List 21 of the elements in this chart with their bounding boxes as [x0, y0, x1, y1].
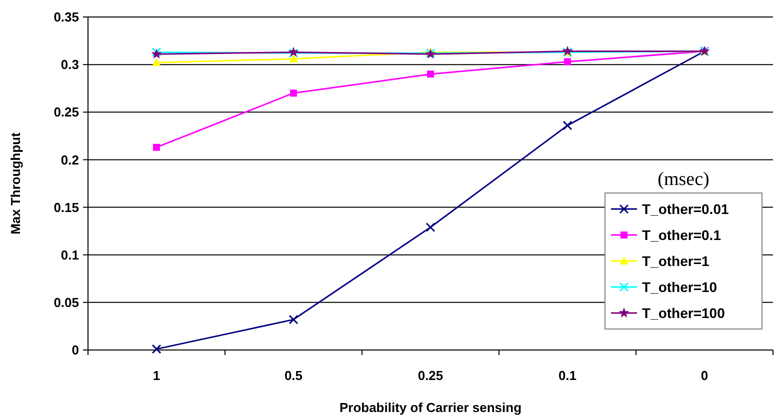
y-tick-label: 0.3 — [60, 57, 79, 72]
y-tick-label: 0.25 — [54, 104, 79, 120]
x-tick-label: 0.5 — [284, 368, 303, 383]
x-tick-label: 1 — [152, 368, 160, 383]
y-tick-label: 0 — [72, 342, 79, 358]
y-tick-label: 0.15 — [54, 200, 79, 215]
x-axis-title: Probability of Carrier sensing — [339, 400, 522, 415]
legend-label: T_other=10 — [642, 278, 718, 295]
legend-label: T_other=0.1 — [642, 226, 722, 243]
x-tick-label: 0.1 — [558, 368, 577, 383]
legend-label: T_other=0.01 — [642, 200, 729, 217]
y-tick-label: 0.2 — [60, 152, 79, 168]
y-tick-label: 0.1 — [60, 247, 79, 262]
y-tick-label: 0.05 — [54, 294, 79, 310]
legend-title: (msec) — [658, 169, 710, 190]
legend-label: T_other=1 — [642, 252, 710, 269]
x-tick-label: 0.25 — [418, 368, 444, 383]
x-tick-label: 0 — [700, 368, 708, 383]
y-axis-title: Max Throughput — [8, 132, 23, 234]
legend-label: T_other=100 — [642, 304, 726, 321]
y-tick-label: 0.35 — [54, 10, 79, 25]
